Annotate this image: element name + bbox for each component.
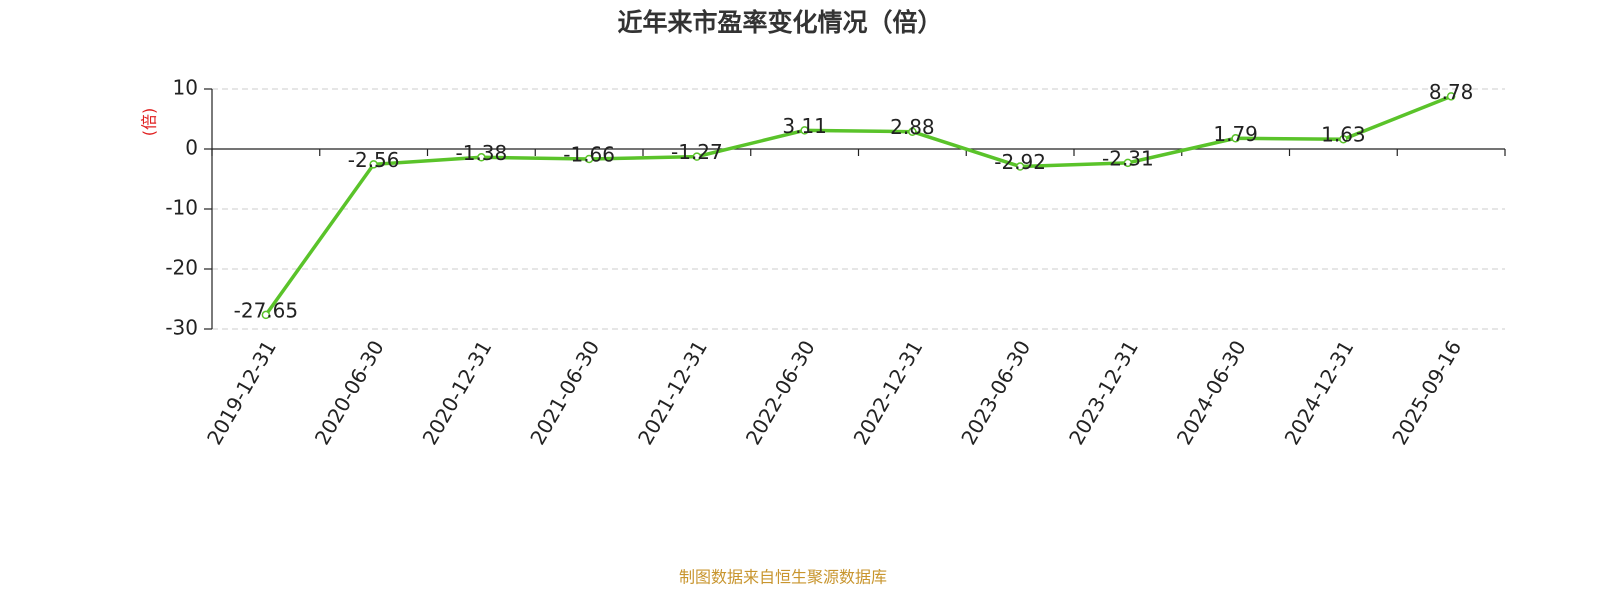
x-tick-label: 2020-06-30: [310, 336, 389, 449]
point: [1123, 158, 1133, 168]
value-label: -2.92: [994, 150, 1046, 174]
y-tick-label: 0: [185, 136, 198, 160]
y-tick-label: -10: [165, 196, 198, 220]
chart-title: 近年来市盈率变化情况（倍）: [617, 8, 942, 37]
value-label: -2.31: [1102, 146, 1154, 170]
value-label: -2.56: [348, 148, 400, 172]
x-tick-label: 2021-12-31: [633, 336, 712, 449]
x-tick-label: 2024-12-31: [1280, 336, 1359, 449]
point: [1446, 92, 1456, 101]
value-label: -1.38: [456, 141, 508, 165]
point: [584, 154, 594, 164]
y-tick-label: -20: [165, 256, 198, 280]
point: [908, 127, 917, 136]
x-tick-label: 2021-06-30: [525, 336, 604, 449]
value-label: 1.63: [1321, 123, 1366, 147]
point: [1231, 134, 1240, 143]
value-label: 1.79: [1213, 122, 1258, 146]
point: [800, 126, 809, 135]
x-tick-label: 2023-06-30: [956, 336, 1035, 449]
point: [369, 160, 378, 169]
x-tick-label: 2024-06-30: [1172, 336, 1251, 449]
y-tick-label: 10: [173, 76, 198, 100]
x-tick-label: 2020-12-31: [418, 336, 497, 449]
y-tick-label: -30: [165, 316, 198, 340]
point: [261, 310, 271, 320]
line: [264, 94, 1452, 316]
source-note: 制图数据来自恒生聚源数据库: [679, 568, 887, 587]
value-label: 2.88: [890, 115, 935, 139]
x-tick-label: 2022-12-31: [849, 336, 928, 449]
value-label: -1.66: [563, 142, 615, 166]
x-tick-label: 2023-12-31: [1064, 336, 1143, 449]
value-label: -27.65: [234, 298, 298, 322]
point: [1339, 134, 1348, 144]
value-label: 8.78: [1429, 80, 1474, 104]
y-axis-label: (倍): [140, 108, 159, 137]
x-tick-label: 2022-06-30: [741, 336, 820, 449]
point: [692, 152, 702, 161]
x-tick-label: 2025-09-16: [1387, 336, 1466, 449]
value-label: -1.27: [671, 140, 723, 164]
point: [1015, 162, 1025, 171]
value-label: 3.11: [782, 114, 827, 138]
x-tick-label: 2019-12-31: [202, 336, 281, 449]
point: [477, 153, 486, 162]
